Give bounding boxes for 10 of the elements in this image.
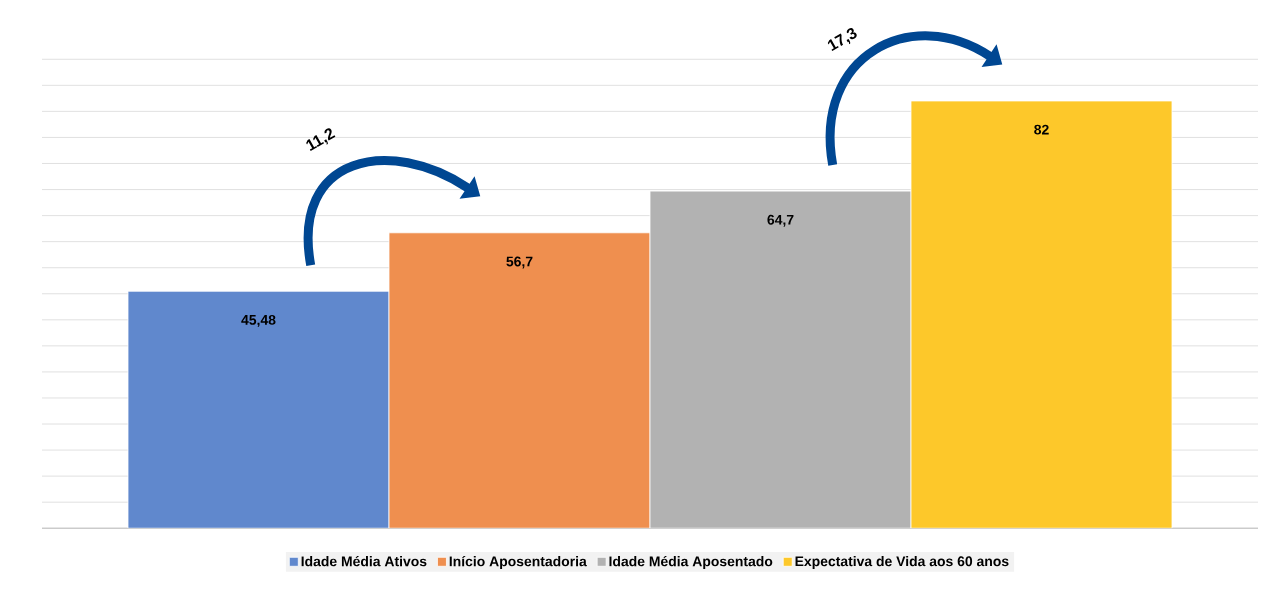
- text: 17,3: [827, 27, 857, 51]
- legend-label: Idade Média Ativos: [301, 555, 427, 567]
- data-label: 56,7: [506, 256, 533, 269]
- data-label: 82: [1034, 124, 1049, 135]
- data-label: 64,7: [767, 214, 794, 227]
- legend-label: Expectativa de Vida aos 60 anos: [795, 555, 1009, 569]
- data-label: 45,48: [241, 314, 276, 327]
- legend-label: Início Aposentadoria: [449, 555, 587, 569]
- legend-label: Idade Média Aposentado: [609, 555, 773, 569]
- annotation: 11,2: [306, 128, 336, 151]
